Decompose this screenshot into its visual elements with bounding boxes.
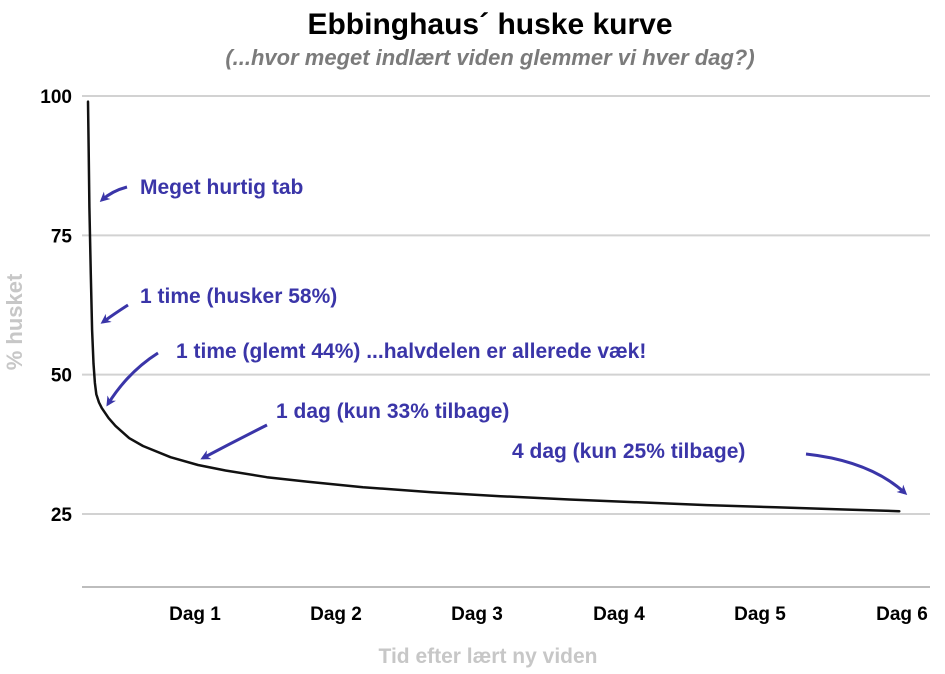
- annotation-1-hour-remember: 1 time (husker 58%): [140, 285, 337, 308]
- annotations: Meget hurtig tab 1 time (husker 58%) 1 t…: [140, 176, 745, 463]
- chart-title: Ebbinghaus´ huske kurve: [307, 8, 672, 41]
- arrow-fast-loss: [99, 185, 128, 203]
- arrow-1-hour-forgot: [106, 351, 159, 407]
- x-axis-label: Tid efter lært ny viden: [379, 645, 598, 668]
- x-tick-label: Dag 3: [451, 604, 503, 625]
- arrow-1-day: [200, 423, 268, 460]
- y-tick-label: 25: [51, 505, 73, 526]
- annotation-arrows: [99, 185, 908, 496]
- arrow-4-days: [805, 452, 908, 496]
- y-axis-label: % husket: [2, 273, 27, 370]
- x-tick-label: Dag 1: [169, 604, 221, 625]
- x-tick-label: Dag 2: [310, 604, 362, 625]
- grid-lines: [82, 95, 930, 588]
- forgetting-curve-line: [86, 100, 901, 513]
- annotation-1-hour-forgot: 1 time (glemt 44%) ...halvdelen er aller…: [176, 340, 646, 363]
- chart-subtitle: (...hvor meget indlært viden glemmer vi …: [225, 45, 754, 70]
- y-tick-label: 100: [40, 87, 72, 108]
- arrow-1-hour-remember: [100, 303, 129, 324]
- series-layer: [86, 100, 901, 513]
- annotation-fast-loss: Meget hurtig tab: [140, 176, 303, 199]
- annotation-4-days: 4 dag (kun 25% tilbage): [512, 440, 745, 463]
- y-tick-label: 50: [51, 366, 72, 387]
- x-tick-label: Dag 6: [876, 604, 928, 625]
- x-tick-label: Dag 5: [734, 604, 786, 625]
- annotation-1-day: 1 dag (kun 33% tilbage): [276, 400, 509, 423]
- y-tick-label: 75: [51, 226, 73, 247]
- x-tick-labels: Dag 1 Dag 2 Dag 3 Dag 4 Dag 5 Dag 6: [169, 604, 928, 625]
- x-tick-label: Dag 4: [593, 604, 645, 625]
- y-tick-labels: 100 75 50 25: [40, 87, 72, 526]
